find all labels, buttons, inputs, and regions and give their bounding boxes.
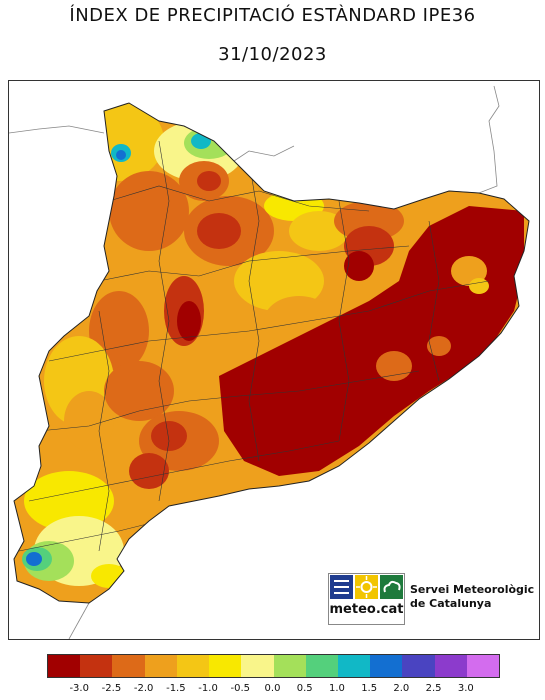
legend-tick-label: 1.5: [361, 683, 378, 694]
legend-ticks: -3.0 -2.5 -2.0 -1.5 -1.0 -0.5 0.0 0.5 1.0 1.5 2.0 2…: [47, 683, 498, 697]
organization-line-1: Servei Meteorològic: [410, 583, 535, 596]
legend-tick-label: 0.0: [264, 683, 281, 694]
legend-tick-label: -2.5: [101, 683, 122, 694]
map-title: ÍNDEX DE PRECIPITACIÓ ESTÀNDARD IPE36: [69, 5, 476, 26]
legend-color-10: [370, 655, 403, 677]
legend-tick-label: -0.5: [230, 683, 251, 694]
legend-color-6: [241, 655, 274, 677]
legend-color-12: [434, 655, 467, 677]
meteocat-logo: meteo.cat: [328, 573, 405, 625]
legend-tick-label: -1.5: [166, 683, 186, 694]
legend-color-11: [402, 655, 435, 677]
legend-tick-label: -1.0: [198, 683, 218, 694]
legend-color-9: [337, 655, 371, 677]
legend-color-0: [48, 655, 81, 677]
catalonia-outline: [13, 102, 530, 604]
legend-color-13: [466, 655, 500, 677]
legend-color-7: [273, 655, 306, 677]
color-legend: [47, 654, 500, 678]
map-panel: [8, 80, 540, 640]
comarca-boundaries: [18, 140, 490, 552]
organization-name: Servei Meteorològic de Catalunya: [410, 583, 534, 611]
legend-tick-label: 2.5: [425, 683, 442, 694]
spi-field: [14, 103, 529, 603]
logo-name: meteo.cat: [329, 602, 404, 617]
logo-wind-icon: [330, 575, 353, 599]
logo-cloud-icon: [380, 575, 403, 599]
legend-tick-label: 0.5: [296, 683, 313, 694]
legend-color-4: [176, 655, 210, 677]
catalonia-spi-map: [9, 85, 530, 639]
legend-color-2: [112, 655, 145, 677]
legend-tick-label: -3.0: [69, 683, 89, 694]
logo-sun-icon: [355, 575, 378, 599]
legend-tick-label: 2.0: [393, 683, 410, 694]
legend-tick-label: 1.0: [328, 683, 345, 694]
organization-line-2: de Catalunya: [410, 597, 492, 610]
legend-tick-label: -2.0: [133, 683, 154, 694]
legend-color-1: [80, 655, 113, 677]
legend-color-5: [209, 655, 242, 677]
map-date: 31/10/2023: [218, 44, 327, 65]
legend-color-3: [144, 655, 177, 677]
legend-color-8: [305, 655, 338, 677]
legend-tick-label: 3.0: [457, 683, 474, 694]
